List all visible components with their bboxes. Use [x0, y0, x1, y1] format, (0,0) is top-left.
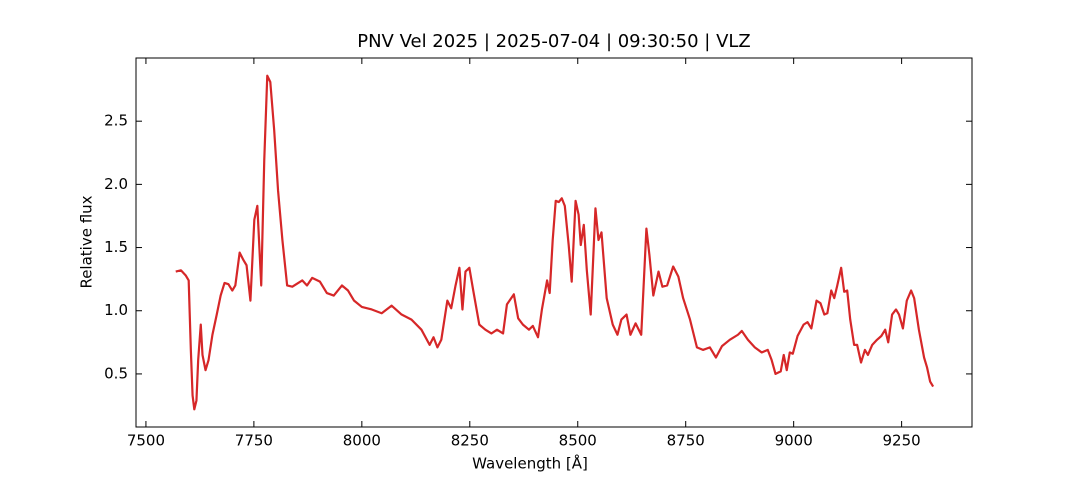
- y-tick-label: 0.5: [104, 364, 128, 382]
- x-tick-label: 9250: [883, 432, 921, 450]
- x-tick-label: 7500: [127, 432, 165, 450]
- plot-frame: [135, 57, 973, 428]
- x-tick-label: 9000: [775, 432, 813, 450]
- chart-title: PNV Vel 2025 | 2025-07-04 | 09:30:50 | V…: [357, 31, 751, 52]
- x-tick-label: 8500: [559, 432, 597, 450]
- x-tick-label: 8000: [343, 432, 381, 450]
- x-tick-label: 8250: [451, 432, 489, 450]
- y-axis-label: Relative flux: [78, 195, 96, 288]
- y-tick-label: 2.0: [104, 175, 128, 193]
- spectrum-line: [175, 74, 935, 411]
- x-tick-label: 8750: [667, 432, 705, 450]
- x-tick-label: 7750: [235, 432, 273, 450]
- y-tick-label: 1.0: [104, 301, 128, 319]
- x-axis-label: Wavelength [Å]: [472, 454, 588, 473]
- y-tick-label: 2.5: [104, 112, 128, 130]
- y-tick-label: 1.5: [104, 238, 128, 256]
